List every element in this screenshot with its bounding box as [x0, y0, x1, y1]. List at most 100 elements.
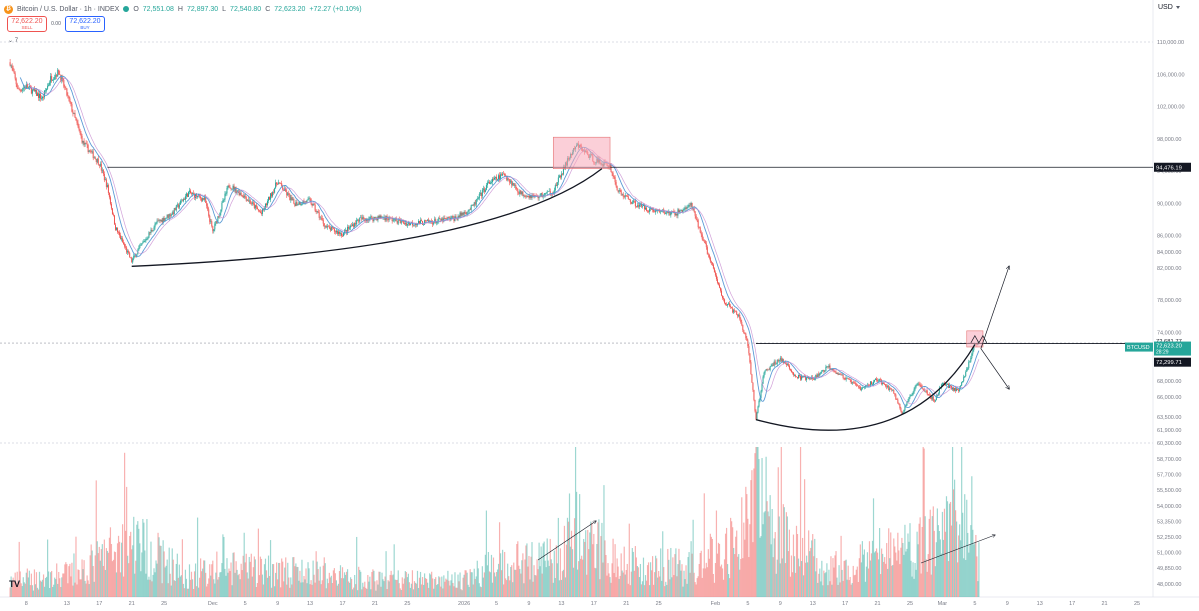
candle-body [56, 74, 58, 77]
candle-body [786, 364, 788, 365]
candle-body [188, 190, 190, 192]
candle-body [618, 190, 620, 192]
volume-bar [402, 583, 404, 597]
volume-bar [17, 585, 19, 597]
volume-bar [307, 562, 309, 597]
candle-body [375, 217, 377, 219]
volume-bar [499, 553, 502, 597]
candle-body [248, 200, 250, 202]
candle-body [835, 371, 837, 374]
volume-bar [108, 537, 111, 597]
volume-bar [475, 576, 477, 597]
candle-body [406, 223, 408, 226]
candle-body [518, 192, 520, 194]
candle-body [441, 218, 443, 221]
sell-button[interactable]: 72,622.20 SELL [7, 16, 47, 32]
buy-button[interactable]: 72,622.20 BUY [65, 16, 105, 32]
volume-bar [206, 586, 208, 597]
volume-bar [723, 559, 726, 597]
volume-bar [643, 585, 646, 597]
candle-body [59, 74, 61, 75]
volume-bar [98, 546, 100, 597]
volume-bar [660, 548, 662, 597]
volume-bar [118, 541, 121, 597]
volume-bar [766, 501, 768, 597]
candle-body [189, 190, 191, 194]
volume-bar [332, 570, 334, 597]
candle-body [118, 232, 120, 233]
volume-bar [681, 564, 683, 597]
indicator-toggle[interactable]: ⌄ 7 [8, 38, 19, 44]
volume-bar [446, 579, 448, 597]
volume-bar [255, 586, 257, 597]
candle-body [364, 218, 366, 220]
candle-body [728, 303, 730, 305]
volume-bar [856, 566, 858, 597]
volume-bar [15, 584, 17, 597]
candle-body [759, 397, 761, 401]
currency-selector[interactable]: USD [1158, 4, 1180, 11]
candle-body [730, 306, 732, 308]
candle-body [623, 196, 625, 198]
candle-body [716, 279, 718, 283]
candle-body [659, 210, 661, 212]
volume-bar [398, 583, 400, 597]
candle-body [292, 199, 294, 201]
candle-body [70, 102, 72, 105]
volume-bar [662, 531, 664, 597]
volume-bar [203, 560, 205, 597]
candle-body [458, 216, 460, 218]
candle-body [891, 389, 893, 391]
candle-body [624, 195, 626, 198]
volume-bar [216, 551, 218, 597]
candle-body [294, 203, 296, 207]
volume-bar [50, 572, 52, 597]
symbol-title[interactable]: Bitcoin / U.S. Dollar · 1h · INDEX [17, 5, 120, 13]
candle-body [391, 217, 393, 222]
volume-bar [713, 582, 716, 597]
volume-bar [590, 521, 592, 597]
y-axis-tick-label: 94,000.00 [1157, 169, 1181, 175]
candle-body [554, 185, 556, 190]
candle-body [51, 76, 53, 81]
volume-bar [535, 575, 537, 597]
close-label: C [265, 5, 271, 13]
volume-bar [277, 579, 279, 597]
volume-bar [225, 575, 227, 597]
volume-bar [162, 540, 164, 597]
candle-body [356, 219, 358, 225]
candle-body [290, 197, 292, 201]
candle-body [655, 209, 657, 213]
volume-bar [345, 571, 348, 597]
candle-body [861, 387, 863, 389]
volume-bar [228, 568, 230, 597]
volume-bar [101, 544, 103, 597]
candle-body [791, 371, 793, 373]
candle-body [779, 357, 781, 360]
candle-body [610, 164, 612, 172]
volume-bar [10, 576, 12, 597]
volume-bar [813, 556, 815, 597]
candle-body [460, 212, 462, 216]
volume-bar [857, 582, 859, 597]
candle-body [842, 374, 844, 378]
volume-bar [591, 522, 593, 597]
volume-bar [445, 578, 447, 597]
volume-bar [53, 584, 55, 597]
volume-bar [465, 570, 467, 597]
volume-bar [281, 558, 283, 597]
volume-bar [304, 579, 306, 597]
volume-bar [507, 563, 509, 597]
volume-bar [897, 532, 899, 597]
volume-bar [558, 580, 560, 597]
candle-body [526, 196, 528, 198]
candle-body [192, 193, 194, 194]
volume-bar [421, 576, 424, 597]
volume-bar [234, 572, 236, 597]
volume-bar [235, 561, 237, 597]
volume-bar [167, 583, 169, 597]
candle-body [878, 380, 880, 382]
volume-bar [426, 579, 428, 597]
